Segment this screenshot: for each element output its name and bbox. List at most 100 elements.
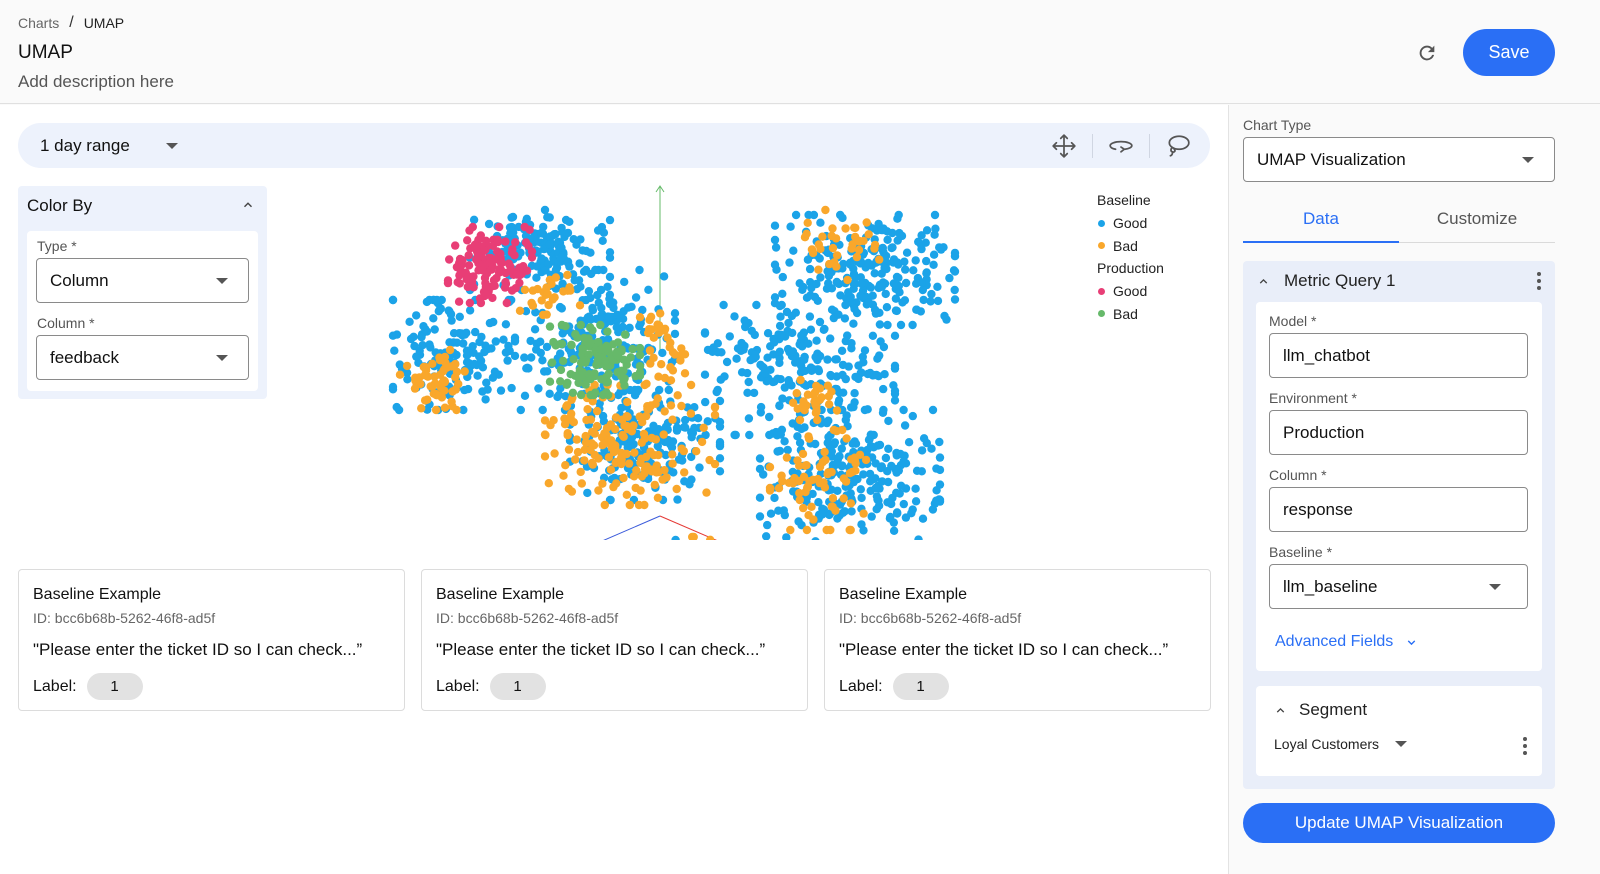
type-select[interactable]: Column bbox=[36, 258, 249, 303]
advanced-fields-toggle[interactable]: Advanced Fields bbox=[1275, 633, 1418, 651]
lasso-tool-button[interactable] bbox=[1164, 132, 1192, 160]
baseline-value: llm_baseline bbox=[1283, 576, 1378, 596]
page-header: Charts / UMAP UMAP Add description here … bbox=[0, 0, 1600, 104]
example-label: Label: 1 bbox=[839, 673, 949, 700]
chart-toolbar: 1 day range bbox=[18, 123, 1210, 168]
breadcrumb-separator: / bbox=[69, 14, 74, 31]
label-key: Label: bbox=[839, 677, 883, 695]
config-sidebar: Chart Type UMAP Visualization Data Custo… bbox=[1228, 105, 1600, 874]
column-label: Column * bbox=[37, 315, 95, 331]
rotate-tool-button[interactable] bbox=[1107, 132, 1135, 160]
label-badge: 1 bbox=[489, 673, 546, 700]
segment-panel: Segment Loyal Customers bbox=[1256, 686, 1542, 776]
segment-title: Segment bbox=[1299, 700, 1368, 719]
column-value: response bbox=[1283, 499, 1353, 519]
example-card[interactable]: Baseline Example ID: bcc6b68b-5262-46f8-… bbox=[421, 569, 808, 711]
time-range-value: 1 day range bbox=[40, 135, 130, 155]
chart-legend: Baseline Good Bad Production Good Bad bbox=[1097, 189, 1164, 325]
page-description[interactable]: Add description here bbox=[18, 72, 174, 91]
label-badge: 1 bbox=[892, 673, 949, 700]
lasso-icon bbox=[1168, 134, 1190, 157]
time-range-dropdown[interactable]: 1 day range bbox=[40, 123, 178, 168]
color-by-fields: Type * Column Column * feedback bbox=[27, 231, 258, 391]
example-card[interactable]: Baseline Example ID: bcc6b68b-5262-46f8-… bbox=[824, 569, 1211, 711]
example-text: "Please enter the ticket ID so I can che… bbox=[33, 640, 363, 659]
segment-select[interactable]: Loyal Customers bbox=[1274, 736, 1408, 752]
chart-type-select[interactable]: UMAP Visualization bbox=[1243, 137, 1555, 182]
breadcrumb: Charts / UMAP bbox=[18, 14, 124, 32]
column-field[interactable]: response bbox=[1269, 487, 1528, 532]
update-umap-button[interactable]: Update UMAP Visualization bbox=[1243, 803, 1555, 843]
legend-dot bbox=[1098, 219, 1105, 227]
example-text: "Please enter the ticket ID so I can che… bbox=[436, 640, 766, 659]
chevron-up-icon bbox=[1276, 707, 1285, 713]
segment-header[interactable]: Segment bbox=[1274, 700, 1367, 720]
caret-down-icon bbox=[1522, 156, 1534, 163]
label-badge: 1 bbox=[86, 673, 143, 700]
column-label: Column * bbox=[1269, 467, 1327, 483]
caret-down-icon bbox=[1395, 741, 1408, 747]
tab-customize[interactable]: Customize bbox=[1436, 209, 1518, 228]
series-production-bad bbox=[545, 320, 645, 400]
baseline-select[interactable]: llm_baseline bbox=[1269, 564, 1528, 609]
toolbar-divider bbox=[1092, 133, 1093, 158]
legend-item[interactable]: Good bbox=[1097, 280, 1164, 303]
segment-value: Loyal Customers bbox=[1274, 736, 1380, 752]
chevron-up-icon bbox=[1259, 278, 1268, 284]
z-axis-line bbox=[603, 515, 661, 540]
metric-query-header[interactable]: Metric Query 1 bbox=[1243, 261, 1555, 301]
example-title: Baseline Example bbox=[436, 586, 565, 603]
model-value: llm_chatbot bbox=[1283, 345, 1370, 365]
caret-down-icon bbox=[165, 142, 178, 149]
legend-item[interactable]: Bad bbox=[1097, 302, 1164, 325]
chart-type-value: UMAP Visualization bbox=[1257, 149, 1406, 169]
chart-area: 1 day range Color By Type * Column bbox=[0, 105, 1228, 874]
collapse-button[interactable] bbox=[241, 198, 255, 217]
legend-label: Bad bbox=[1113, 237, 1138, 254]
sidebar-tabs: Data Customize bbox=[1243, 201, 1555, 243]
model-label: Model * bbox=[1269, 313, 1317, 329]
environment-label: Environment * bbox=[1269, 390, 1357, 406]
rotate-icon bbox=[1109, 140, 1133, 153]
pan-tool-button[interactable] bbox=[1050, 132, 1078, 160]
series-baseline-good bbox=[388, 205, 960, 540]
legend-item[interactable]: Good bbox=[1097, 212, 1164, 235]
toolbar-divider bbox=[1149, 133, 1150, 158]
refresh-button[interactable] bbox=[1412, 38, 1442, 68]
environment-field[interactable]: Production bbox=[1269, 410, 1528, 455]
label-key: Label: bbox=[33, 677, 77, 695]
caret-down-icon bbox=[1489, 583, 1501, 590]
example-title: Baseline Example bbox=[839, 586, 968, 603]
metric-query-fields: Model * llm_chatbot Environment * Produc… bbox=[1256, 302, 1542, 671]
series-production-good bbox=[443, 222, 537, 308]
caret-down-icon bbox=[216, 354, 228, 361]
legend-dot bbox=[1098, 242, 1105, 250]
umap-scatter-plot[interactable] bbox=[380, 180, 1080, 540]
type-label: Type * bbox=[37, 238, 77, 254]
model-field[interactable]: llm_chatbot bbox=[1269, 333, 1528, 378]
example-label: Label: 1 bbox=[436, 673, 546, 700]
series-baseline-bad bbox=[395, 205, 884, 540]
legend-group-production: Production bbox=[1097, 260, 1164, 277]
more-options-icon[interactable] bbox=[1537, 272, 1541, 290]
segment-more-options-icon[interactable] bbox=[1523, 737, 1527, 755]
legend-item[interactable]: Bad bbox=[1097, 234, 1164, 257]
example-text: "Please enter the ticket ID so I can che… bbox=[839, 640, 1169, 659]
column-value: feedback bbox=[50, 347, 119, 367]
page-title[interactable]: UMAP bbox=[18, 42, 73, 63]
column-select[interactable]: feedback bbox=[36, 335, 249, 380]
tab-data[interactable]: Data bbox=[1243, 201, 1399, 243]
legend-group-baseline: Baseline bbox=[1097, 192, 1151, 208]
example-title: Baseline Example bbox=[33, 586, 162, 603]
example-card[interactable]: Baseline Example ID: bcc6b68b-5262-46f8-… bbox=[18, 569, 405, 711]
color-by-title: Color By bbox=[27, 196, 93, 215]
breadcrumb-current: UMAP bbox=[83, 15, 125, 31]
save-button[interactable]: Save bbox=[1463, 29, 1555, 76]
color-by-panel: Color By Type * Column Column * feedback bbox=[18, 186, 267, 399]
legend-dot bbox=[1098, 287, 1105, 295]
example-label: Label: 1 bbox=[33, 673, 143, 700]
label-key: Label: bbox=[436, 677, 480, 695]
chevron-up-icon bbox=[244, 202, 252, 208]
breadcrumb-charts-link[interactable]: Charts bbox=[18, 15, 60, 31]
x-axis-line bbox=[659, 515, 717, 540]
